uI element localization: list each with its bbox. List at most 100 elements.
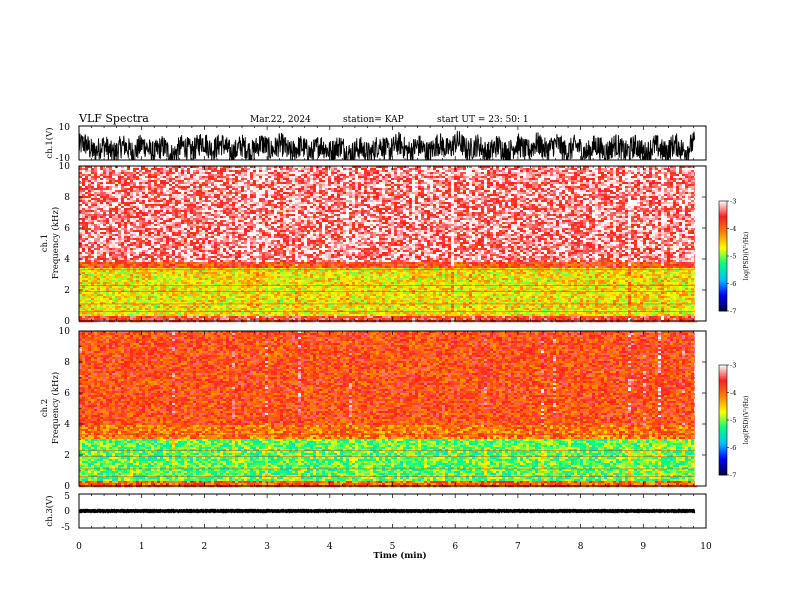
ch1-spectrogram-cell <box>688 176 691 178</box>
ch1-spectrogram-cell <box>568 172 571 174</box>
ch1-spectrogram-cell <box>388 210 391 212</box>
ch1-spectrogram-cell <box>142 190 145 192</box>
ch1-spectrogram-cell <box>241 210 244 212</box>
ch1-spectrogram-cell <box>106 210 109 212</box>
ch1-spectrogram-cell <box>475 188 478 190</box>
ch1-spectrogram-cell <box>370 184 373 186</box>
ch1-spectrogram-cell <box>538 210 541 212</box>
ch1-spectrogram-cell <box>625 168 628 170</box>
ch1-spectrogram-cell <box>244 206 247 208</box>
ch1-spectrogram-cell <box>205 188 208 190</box>
ch1-spectrogram-cell <box>331 184 334 186</box>
ch1-spectrogram-cell <box>652 184 655 186</box>
ch1-spectrogram-cell <box>637 174 640 176</box>
ch1-spectrogram-cell <box>124 174 127 176</box>
ch1-spectrogram-cell <box>493 172 496 174</box>
ch1-spectrogram-cell <box>613 188 616 190</box>
ch1-spectrogram-cell <box>388 198 391 200</box>
ch1-spectrogram-cell <box>127 210 130 212</box>
ch1-spectrogram-cell <box>412 180 415 182</box>
ch1-spectrogram-cell <box>112 174 115 176</box>
ch1-spectrogram-cell <box>436 196 439 198</box>
ch1-spectrogram-cell <box>190 208 193 210</box>
ch1-spectrogram-cell <box>574 206 577 208</box>
ch1-spectrogram-cell <box>391 206 394 208</box>
ch1-spectrogram-cell <box>508 184 511 186</box>
ch1-spectrogram-cell <box>355 172 358 174</box>
ch1-spectrogram-cell <box>343 208 346 210</box>
ch1-spectrogram-cell <box>424 178 427 180</box>
ch1-spectrogram-cell <box>163 210 166 212</box>
ch1-spectrogram-cell <box>370 190 373 192</box>
ch1-spectrogram-cell <box>97 204 100 206</box>
ch1-spectrogram-cell <box>589 178 592 180</box>
ch1-spectrogram-cell <box>514 210 517 212</box>
ch1-spectrogram-cell <box>337 170 340 172</box>
ch1-spectrogram-cell <box>133 196 136 198</box>
ch1-spectrogram-cell <box>589 200 592 202</box>
ch1-spectrogram-cell <box>250 194 253 196</box>
ch1-spectrogram-cell <box>580 184 583 186</box>
ch1-spectrogram-cell <box>259 172 262 174</box>
ch1-spectrogram-cell <box>106 178 109 180</box>
ch1-spectrogram-cell <box>676 184 679 186</box>
ch1-spectrogram-cell <box>475 174 478 176</box>
ch1-spectrogram-cell <box>319 212 322 214</box>
ch1-spectrogram-cell <box>643 192 646 194</box>
ch1-spectrogram-cell <box>175 200 178 202</box>
ch1-spectrogram-cell <box>88 184 91 186</box>
ch1-spectrogram-cell <box>652 172 655 174</box>
ch1-spectrogram-cell <box>430 210 433 212</box>
ch1-spectrogram-cell <box>208 202 211 204</box>
ch1-spectrogram-cell <box>352 178 355 180</box>
ch1-spectrogram-cell <box>187 210 190 212</box>
ch1-spectrogram-cell <box>409 190 412 192</box>
ch1-spectrogram-cell <box>118 168 121 170</box>
ch1-spectrogram-cell <box>589 190 592 192</box>
ch1-spectrogram-cell <box>394 174 397 176</box>
ch1-spectrogram-cell <box>238 186 241 188</box>
ch1-spectrogram-cell <box>592 176 595 178</box>
ch1-spectrogram-cell <box>454 210 457 212</box>
ch1-spectrogram-cell <box>655 180 658 182</box>
ch1-spectrogram-cell <box>388 174 391 176</box>
ch1-spectrogram-cell <box>391 180 394 182</box>
ch1-spectrogram-cell <box>193 176 196 178</box>
ch1-spectrogram-cell <box>649 208 652 210</box>
ch1-spectrogram-cell <box>487 170 490 172</box>
ch1-spectrogram-cell <box>394 212 397 214</box>
ch1-spectrogram-cell <box>289 178 292 180</box>
ch1-spectrogram-cell <box>157 186 160 188</box>
ch1-spectrogram-cell <box>304 174 307 176</box>
ch1-spectrogram-cell <box>211 212 214 214</box>
ch1-spectrogram-cell <box>520 212 523 214</box>
ch1-spectrogram-cell <box>319 188 322 190</box>
ch1-spectrogram-cell <box>262 198 265 200</box>
ch1-spectrogram-cell <box>568 178 571 180</box>
ch1-spectrogram-cell <box>424 200 427 202</box>
ch1-spectrogram-cell <box>343 188 346 190</box>
ch1-spectrogram-cell <box>373 200 376 202</box>
ch1-spectrogram-cell <box>412 208 415 210</box>
ch1-spectrogram-cell <box>505 198 508 200</box>
ch1-spectrogram-cell <box>412 212 415 214</box>
ch1-spectrogram-cell <box>151 196 154 198</box>
ch1-spectrogram-cell <box>601 206 604 208</box>
ch1-spectrogram-cell <box>115 204 118 206</box>
ch1-spectrogram-cell <box>139 192 142 194</box>
ch1-spectrogram-cell <box>448 194 451 196</box>
ch1-spectrogram-cell <box>544 200 547 202</box>
ch1-spectrogram-cell <box>226 204 229 206</box>
ch1-spectrogram-cell <box>502 198 505 200</box>
ch1-spectrogram-cell <box>538 196 541 198</box>
ch1-spectrogram-cell <box>436 192 439 194</box>
ch1-spectrogram-cell <box>373 168 376 170</box>
ch1-spectrogram-cell <box>253 186 256 188</box>
ch1-spectrogram-cell <box>397 184 400 186</box>
ch1-spectrogram-cell <box>319 168 322 170</box>
ch1-spectrogram-cell <box>421 194 424 196</box>
ch1-spectrogram-cell <box>292 192 295 194</box>
ch1-spectrogram-cell <box>241 198 244 200</box>
ch1-spectrogram-cell <box>154 204 157 206</box>
ch1-spectrogram-cell <box>406 172 409 174</box>
